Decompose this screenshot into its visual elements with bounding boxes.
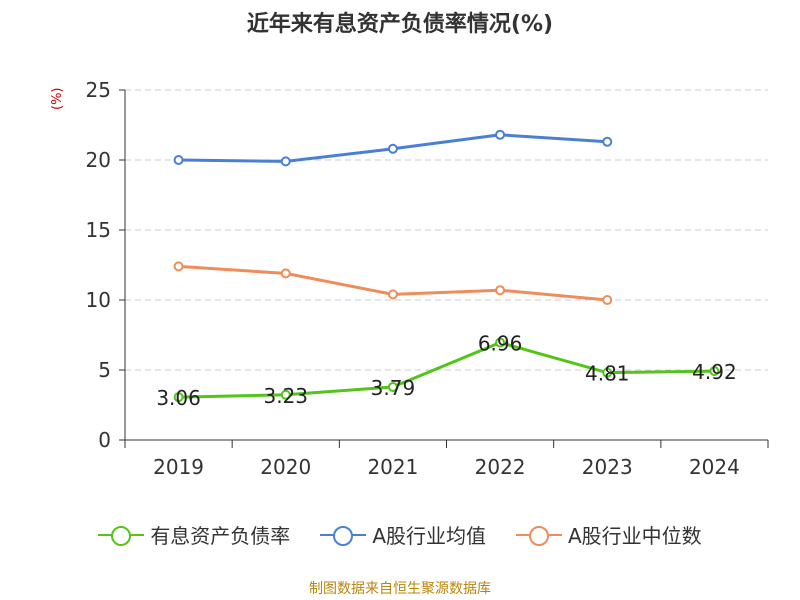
series-2-point-4	[602, 295, 613, 305]
legend-marker-2	[516, 525, 562, 546]
series-1-point-4	[602, 136, 613, 147]
series-2-point-3	[495, 285, 506, 296]
series-0-label-0: 3.06	[156, 386, 201, 410]
legend-marker-1	[320, 525, 367, 546]
x-tick-label-2023: 2023	[582, 455, 633, 479]
series-2-point-0	[173, 261, 184, 272]
y-tick-label-10: 10	[86, 288, 111, 312]
y-tick-label-25: 25	[86, 78, 111, 102]
line-chart: 0 5 10 15 20 25 2019 2020 2021 2022 2023 2024 3.06 3.…	[86, 78, 769, 479]
x-tick-label-2022: 2022	[475, 455, 526, 479]
series-1-point-1	[280, 156, 291, 167]
chart-title: 近年来有息资产负债率情况(%)	[246, 12, 554, 37]
series-1-point-2	[387, 143, 398, 154]
series-0-label-3: 6.96	[478, 332, 523, 356]
data-source: 制图数据来自恒生聚源数据库	[309, 581, 491, 597]
series-2-point-2	[387, 289, 398, 300]
series-2-point-1	[280, 268, 291, 279]
y-tick-label-0: 0	[98, 428, 111, 452]
legend-item-series-2[interactable]: A股行业中位数	[516, 520, 702, 549]
series-0-label-5: 4.92	[692, 360, 737, 384]
legend-item-series-1[interactable]: A股行业均值	[320, 520, 486, 549]
y-tick-label-5: 5	[98, 358, 111, 382]
legend-label-0: 有息资产负债率	[150, 524, 291, 548]
series-0-point-5	[709, 366, 720, 377]
series-0-label-4: 4.81	[585, 362, 630, 386]
y-tick-label-15: 15	[86, 218, 111, 242]
x-tick-label-2021: 2021	[367, 455, 418, 479]
legend: 有息资产负债率 A股行业均值 A股行业中位数	[0, 520, 800, 549]
legend-label-1: A股行业均值	[372, 524, 486, 548]
series-0-point-1	[280, 389, 291, 400]
x-tick-label-2019: 2019	[153, 455, 204, 479]
series-0-point-4	[602, 367, 613, 378]
series-0-label-1: 3.23	[263, 384, 308, 408]
legend-label-2: A股行业中位数	[568, 524, 702, 548]
series-line-0	[178, 340, 715, 399]
legend-marker-0	[98, 525, 145, 546]
series-1-point-0	[173, 155, 184, 165]
series-0-point-0	[173, 392, 184, 403]
series-0-point-3	[495, 337, 506, 348]
series-0-point-2	[387, 381, 398, 392]
x-tick-label-2024: 2024	[689, 455, 740, 479]
series-0-label-2: 3.79	[371, 376, 416, 400]
y-tick-label-20: 20	[86, 148, 111, 172]
x-tick-label-2020: 2020	[260, 455, 311, 479]
legend-item-series-0[interactable]: 有息资产负债率	[98, 520, 290, 549]
series-1-point-3	[495, 129, 506, 140]
